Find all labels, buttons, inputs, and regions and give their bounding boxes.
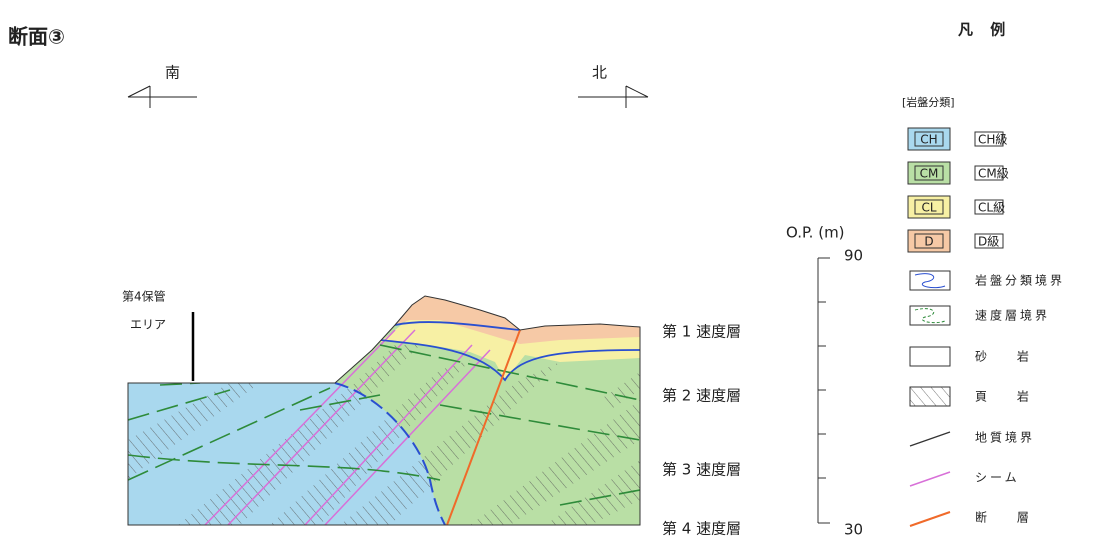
legend-item: 砂 岩 bbox=[975, 349, 1032, 364]
shape bbox=[909, 511, 951, 527]
south-label: 南 bbox=[165, 64, 180, 82]
shape bbox=[324, 349, 491, 525]
layer-label: 第 2 速度層 bbox=[662, 387, 741, 405]
class-label: CH級 bbox=[978, 133, 1007, 147]
shape bbox=[380, 318, 640, 380]
class-symbol: CM bbox=[920, 167, 939, 181]
legend-item: 断 層 bbox=[975, 510, 1032, 525]
shape bbox=[178, 345, 420, 525]
class-swatch-inner bbox=[914, 199, 944, 215]
area-label: エリア bbox=[130, 318, 166, 332]
section-outline bbox=[127, 295, 641, 526]
class-swatch bbox=[907, 127, 951, 151]
class-symbol: CH bbox=[920, 133, 937, 147]
legend-item: シーム bbox=[975, 471, 1020, 485]
shape bbox=[227, 329, 416, 525]
shape bbox=[128, 344, 640, 506]
shape bbox=[914, 308, 946, 324]
layer-label: 第 4 速度層 bbox=[662, 520, 741, 538]
shape bbox=[128, 383, 260, 480]
layer-label: 第 3 速度層 bbox=[662, 461, 741, 479]
class-swatch bbox=[907, 161, 951, 185]
scale-label: O.P. (m) bbox=[786, 224, 845, 242]
shape bbox=[204, 329, 396, 525]
class-box bbox=[974, 131, 1004, 147]
legend-item: 速度層境界 bbox=[975, 308, 1050, 323]
shape bbox=[914, 273, 946, 289]
north-arrowhead bbox=[625, 85, 649, 108]
legend-item: 地質境界 bbox=[975, 430, 1035, 445]
cross-section bbox=[128, 296, 640, 525]
legend-title: 凡 例 bbox=[958, 21, 1011, 39]
layer-labels: 第 1 速度層 第 2 速度層 第 3 速度層 第 4 速度層 bbox=[662, 323, 741, 538]
class-symbol: CL bbox=[921, 201, 936, 215]
shape bbox=[395, 296, 640, 344]
class-swatch-inner bbox=[914, 131, 944, 147]
shape: 岩盤分類境界 速度層境界 砂 岩 頁 岩 地質境界 シーム 断 層 bbox=[975, 273, 1065, 525]
shape bbox=[334, 382, 446, 525]
class-box bbox=[974, 165, 1004, 181]
class-label: CM級 bbox=[978, 167, 1009, 181]
scale-top: 90 bbox=[844, 247, 863, 265]
north-label: 北 bbox=[592, 64, 607, 82]
class-box bbox=[974, 233, 1004, 249]
class-swatch-inner bbox=[914, 165, 944, 181]
shape bbox=[304, 344, 473, 525]
class-swatch bbox=[907, 195, 951, 219]
legend-item: 頁 岩 bbox=[975, 389, 1032, 404]
layer-label: 第 1 速度層 bbox=[662, 323, 741, 341]
class-label: D級 bbox=[978, 235, 999, 249]
shape bbox=[909, 346, 951, 367]
shape bbox=[446, 329, 521, 525]
class-symbol: D bbox=[924, 235, 933, 249]
south-arrowhead bbox=[127, 85, 151, 108]
shape bbox=[600, 372, 640, 410]
shape bbox=[909, 471, 951, 487]
class-label: CL級 bbox=[978, 201, 1005, 215]
class-swatch-inner bbox=[914, 233, 944, 249]
shape bbox=[545, 460, 640, 525]
class-swatch bbox=[907, 229, 951, 253]
shape bbox=[909, 386, 951, 407]
class-box bbox=[974, 199, 1004, 215]
shape bbox=[340, 362, 560, 525]
shape bbox=[909, 431, 951, 447]
title: 断面③ bbox=[8, 25, 65, 49]
shape bbox=[470, 400, 640, 525]
area-label: 第4保管 bbox=[122, 289, 166, 304]
legend: CH CH級 CM CM級 CL CL級 D D級 bbox=[907, 127, 1009, 253]
legend-group: [岩盤分類] bbox=[902, 95, 955, 109]
legend-item: 岩盤分類境界 bbox=[975, 273, 1065, 288]
scale-bar bbox=[817, 257, 830, 524]
shape bbox=[379, 321, 640, 382]
scale-bottom: 30 bbox=[844, 521, 863, 539]
